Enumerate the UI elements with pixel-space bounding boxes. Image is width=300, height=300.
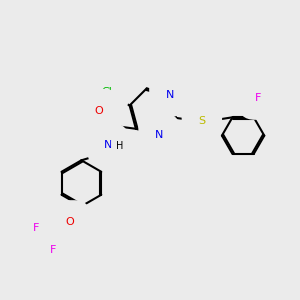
Text: N: N (155, 130, 164, 140)
Text: F: F (255, 93, 261, 103)
Text: N: N (104, 140, 112, 150)
Text: N: N (166, 90, 174, 100)
Text: S: S (198, 116, 206, 126)
Text: H: H (116, 142, 123, 152)
Text: F: F (33, 223, 39, 233)
Text: O: O (95, 106, 103, 116)
Text: F: F (50, 245, 57, 255)
Text: O: O (65, 217, 74, 227)
Text: Cl: Cl (101, 87, 112, 97)
